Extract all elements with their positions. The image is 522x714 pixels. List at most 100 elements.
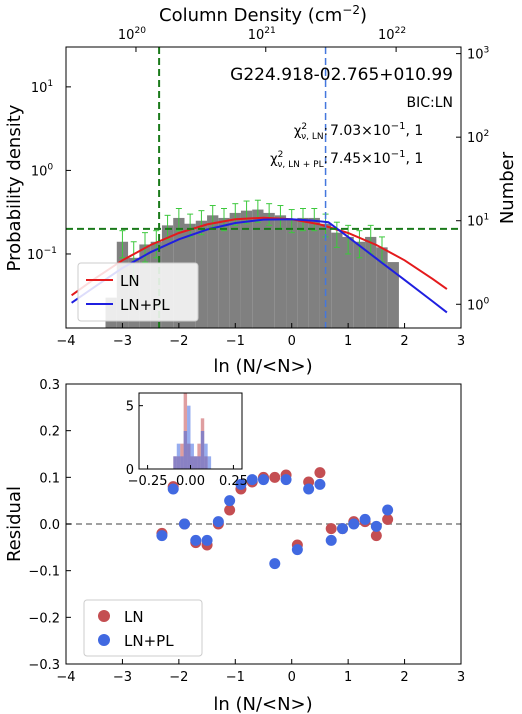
top-tick-label: 1022: [378, 26, 406, 43]
ln-residual-point: [314, 467, 326, 479]
histogram-bar: [308, 217, 320, 328]
inset-lnpl-bar: [200, 431, 205, 469]
lnpl-residual-point: [325, 534, 337, 546]
pdf-panel: −4 −3 −2 −1 0 1 2 3 1020 1021 1022 101 100 10−1 103…: [4, 3, 518, 377]
x-tick-label: −1: [226, 334, 245, 349]
histogram-bar: [240, 210, 253, 328]
bottom-ylabel: Residual: [4, 486, 25, 562]
y-tick-label: 0.1: [39, 471, 60, 486]
lnpl-residual-point: [246, 474, 258, 486]
top-legend: LN LN+PL: [77, 262, 199, 322]
lnpl-residual-point: [258, 474, 269, 486]
top-plot-frame: [65, 46, 462, 329]
ln-residual-point: [370, 530, 382, 542]
histogram-bar: [365, 236, 377, 328]
top-xlabel: ln (N/<N>): [213, 356, 312, 377]
residual-points: [156, 467, 394, 570]
inset-ln-bar: [180, 443, 184, 469]
histogram-bar: [195, 220, 208, 328]
inset-lnpl-bar: [190, 443, 194, 469]
top-tick-label: 1021: [248, 26, 276, 43]
legend-box: [83, 599, 203, 657]
y-tick-label: −0.2: [28, 611, 60, 626]
x-tick-label: −3: [113, 334, 132, 349]
y-tick-label: 101: [31, 79, 53, 96]
y-tick-label: 0.3: [39, 378, 60, 393]
inset-ticks: −0.25 0.00 0.25 5 0: [126, 400, 248, 489]
inset-x-tick-label: 0.25: [219, 474, 248, 489]
y-tick-label: −0.3: [28, 658, 60, 673]
lnpl-fit-line: [71, 218, 448, 314]
top-x-ticks: 1020 1021 1022: [118, 26, 406, 52]
legend-box: [77, 262, 199, 322]
bottom-legend: LN LN+PL: [83, 599, 203, 657]
histogram-bar: [286, 219, 298, 328]
top-tick-label: 1020: [118, 26, 146, 43]
x-tick-label: −4: [56, 670, 75, 685]
y-tick-label: 10−1: [27, 246, 57, 263]
ln-residual-point: [269, 471, 281, 483]
inset-lnpl-bar: [176, 443, 181, 469]
histogram-bar: [387, 262, 399, 328]
lnpl-residual-point: [348, 518, 360, 530]
lnpl-residual-point: [291, 544, 303, 556]
y-tick-label: −0.1: [28, 565, 60, 580]
histogram-bar: [297, 217, 309, 328]
top-axis-label-main: Column Density (cm: [159, 5, 342, 26]
lnpl-residual-point: [224, 495, 236, 507]
lnpl-residual-point: [179, 518, 190, 530]
legend-ln-marker: [98, 610, 110, 622]
inset-x-tick-label: 0.00: [176, 474, 205, 489]
legend-lnpl-label: LN+PL: [124, 632, 174, 650]
top-axis-label-exp: −2: [342, 3, 360, 17]
x-tick-label: 2: [400, 670, 408, 685]
chart-title: G224.918-02.765+010.99: [230, 65, 453, 85]
inset-lnpl-bar: [204, 443, 208, 469]
lnpl-residual-point: [201, 534, 213, 546]
y-tick-label: 0.0: [39, 518, 60, 533]
histogram-bar: [207, 215, 219, 328]
inset-y-tick-label: 0: [126, 463, 134, 478]
inset-lnpl-bar: [197, 456, 201, 469]
residual-histogram-inset: −0.25 0.00 0.25 5 0: [126, 392, 248, 489]
right-tick-label: 103: [467, 46, 490, 63]
right-y-ticks: 103 102 101 100: [456, 46, 490, 313]
inset-ln-bar: [197, 443, 201, 469]
histogram-bar: [342, 236, 354, 328]
chi-lnpl-value: 7.45×10−1, 1: [330, 149, 423, 167]
left-y-ticks: 101 100 10−1: [27, 79, 71, 263]
x-tick-label: 3: [457, 670, 465, 685]
lnpl-residual-point: [382, 504, 394, 516]
y-tick-label: 0.2: [39, 425, 60, 440]
histogram-bar: [229, 212, 241, 328]
lnpl-residual-point: [303, 483, 315, 495]
legend-ln-label: LN: [124, 608, 144, 626]
lnpl-residual-point: [280, 474, 292, 486]
lnpl-residual-point: [167, 483, 179, 495]
y-tick-label: 100: [31, 162, 54, 179]
x-tick-label: 0: [288, 670, 296, 685]
ln-fit-line: [71, 216, 448, 297]
histogram-bar: [331, 232, 343, 328]
legend-lnpl-marker: [98, 634, 110, 646]
histogram-bar: [319, 223, 332, 328]
x-tick-label: 1: [344, 670, 352, 685]
legend-ln-label: LN: [120, 272, 140, 290]
x-tick-label: 0: [288, 334, 296, 349]
lnpl-residual-point: [156, 530, 168, 542]
inset-lnpl-bar: [173, 456, 177, 469]
bottom-xlabel: ln (N/<N>): [213, 694, 312, 714]
legend-lnpl-label: LN+PL: [120, 296, 170, 314]
bottom-panel-y-ticks: 0.3 0.2 0.1 0.0 −0.1 −0.2 −0.3: [28, 378, 71, 673]
right-tick-label: 102: [467, 129, 489, 146]
lnpl-residual-point: [190, 534, 202, 546]
x-tick-label: 1: [344, 334, 352, 349]
top-axis-label: Column Density (cm−2): [159, 3, 367, 26]
ln-residual-point: [382, 513, 394, 525]
lnpl-residual-point: [314, 478, 326, 490]
inset-lnpl-bar: [183, 431, 188, 469]
lnpl-residual-point: [359, 513, 371, 525]
bottom-panel-x-ticks: −4 −3 −2 −1 0 1 2 3: [56, 659, 465, 685]
chi-ln-value: 7.03×10−1, 1: [330, 121, 423, 139]
